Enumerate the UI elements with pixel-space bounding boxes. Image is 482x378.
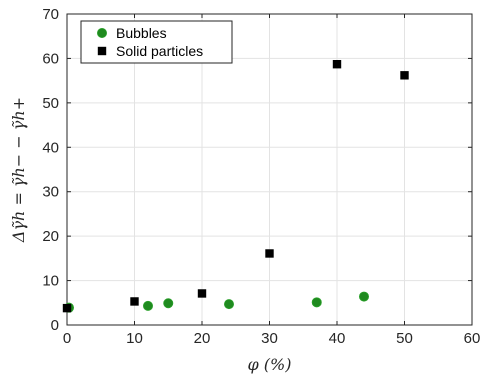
bubbles-point — [163, 298, 174, 309]
legend-label-solid-particles: Solid particles — [116, 43, 203, 59]
bubbles-point — [142, 300, 153, 311]
y-tick-label: 0 — [51, 317, 59, 334]
y-tick-label: 10 — [42, 273, 59, 290]
y-tick-labels: 0 10 20 30 40 50 60 70 — [42, 6, 59, 334]
data-points — [62, 60, 409, 313]
legend: Bubbles Solid particles — [80, 20, 233, 64]
x-tick-labels: 0 10 20 30 40 50 60 — [63, 330, 481, 347]
solid-particles-point — [62, 303, 72, 313]
solid-particles-point — [332, 60, 342, 69]
x-tick-label: 0 — [63, 330, 71, 347]
y-tick-label: 40 — [42, 139, 59, 156]
legend-marker-solid-particles — [97, 46, 107, 56]
x-tick-label: 60 — [464, 330, 481, 347]
bubbles-point — [358, 291, 369, 302]
x-tick-label: 10 — [126, 330, 143, 347]
solid-particles-point — [400, 71, 409, 80]
y-tick-label: 20 — [42, 228, 59, 245]
bubbles-point — [223, 299, 234, 310]
y-axis-label: Δγ̃h = γ̃h− − γ̃h+ — [9, 97, 28, 243]
x-tick-label: 30 — [261, 330, 278, 347]
y-tick-label: 70 — [42, 6, 59, 23]
y-tick-label: 60 — [42, 50, 59, 67]
solid-particles-point — [197, 289, 207, 298]
x-axis-label: φ (%) — [248, 355, 292, 374]
solid-particles-point — [265, 249, 274, 258]
x-tick-label: 40 — [329, 330, 346, 347]
y-tick-label: 30 — [42, 184, 59, 201]
bubbles-point — [311, 297, 322, 308]
x-tick-label: 50 — [396, 330, 413, 347]
y-tick-label: 50 — [42, 95, 59, 112]
legend-label-bubbles: Bubbles — [116, 25, 167, 41]
legend-box — [80, 20, 233, 64]
solid-particles-point — [130, 297, 139, 306]
legend-marker-bubbles — [97, 27, 108, 38]
grid-lines — [66, 13, 473, 326]
axis-ticks — [66, 13, 473, 326]
x-tick-label: 20 — [194, 330, 211, 347]
